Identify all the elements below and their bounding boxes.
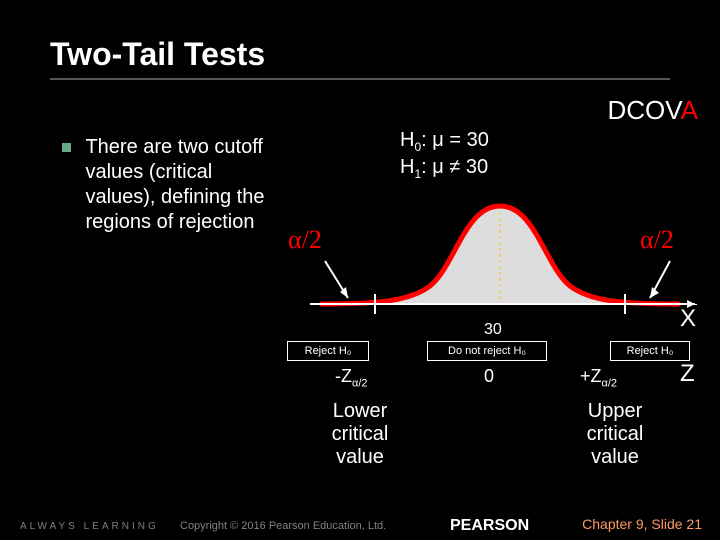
z-axis-label: Z [680, 360, 695, 388]
copyright-text: Copyright © 2016 Pearson Education, Ltd. [180, 520, 386, 532]
slide-title: Two-Tail Tests [50, 36, 265, 73]
lower-critical-label: Lower critical value [320, 400, 400, 469]
dcova-tag: DCOVA [607, 95, 698, 126]
bullet-text: There are two cutoff values (critical va… [85, 135, 265, 235]
z-zero-label: 0 [484, 366, 494, 387]
dcova-suffix: A [681, 95, 698, 125]
always-learning-text: ALWAYS LEARNING [20, 521, 159, 532]
chapter-slide-label: Chapter 9, Slide 21 [582, 516, 702, 532]
reject-left-region: Reject H₀ [287, 341, 369, 361]
null-hypothesis: H0: μ = 30 [400, 128, 489, 155]
hypotheses-block: H0: μ = 30 H1: μ ≠ 30 [400, 128, 489, 182]
bullet-item: There are two cutoff values (critical va… [62, 135, 270, 235]
axis-center-label: 30 [484, 321, 502, 339]
reject-right-region: Reject H₀ [610, 341, 690, 361]
title-underline [50, 78, 670, 80]
pearson-logo: PEARSON [450, 517, 529, 535]
z-negative-label: -Zα/2 [335, 366, 368, 390]
footer: ALWAYS LEARNING Copyright © 2016 Pearson… [0, 510, 720, 540]
bullet-icon [62, 143, 71, 152]
upper-critical-label: Upper critical value [575, 400, 655, 469]
dcova-prefix: DCOV [607, 95, 680, 125]
xbar-label: X [680, 305, 696, 333]
do-not-reject-region: Do not reject H₀ [427, 341, 547, 361]
distribution-chart [300, 176, 700, 326]
z-positive-label: +Zα/2 [580, 366, 617, 390]
